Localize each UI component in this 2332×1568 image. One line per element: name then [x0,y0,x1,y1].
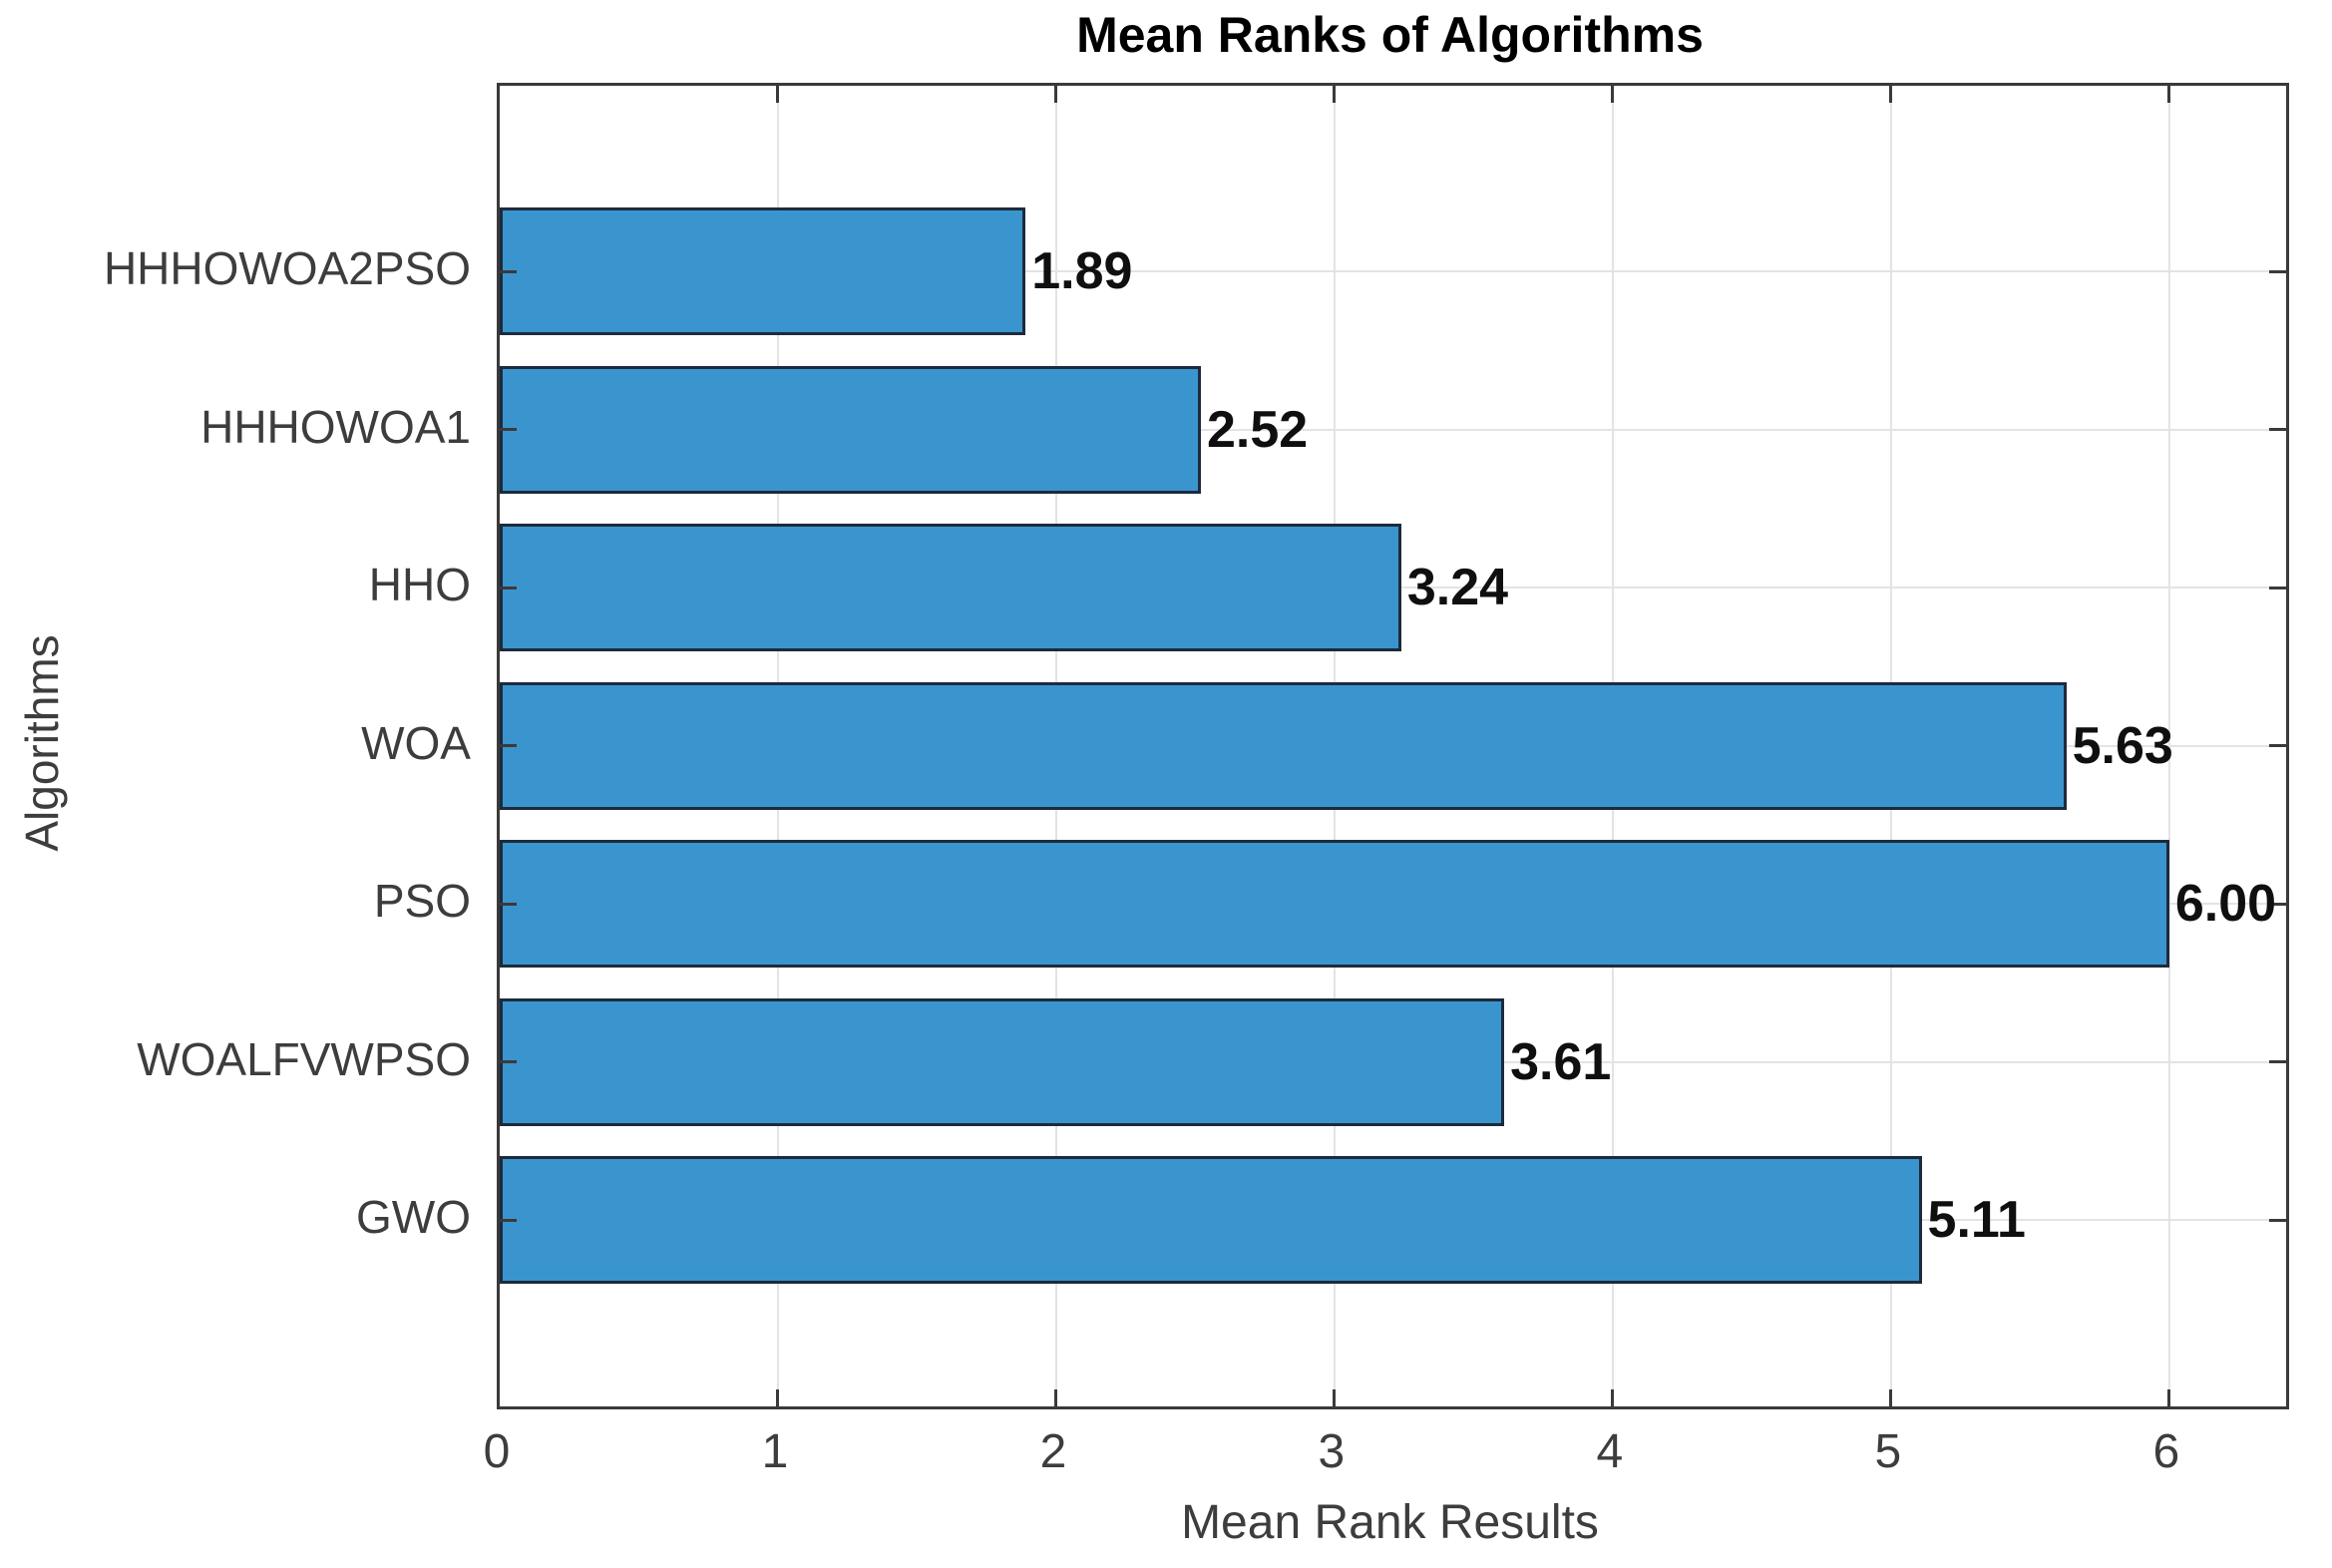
bar-value-label: 2.52 [1207,400,1309,459]
x-axis-tick [1333,1389,1337,1406]
x-axis-tick [1889,86,1893,103]
y-axis-tick [500,1060,517,1064]
x-axis-tick [2167,86,2171,103]
x-axis-tick [1333,86,1337,103]
y-axis-tick [2269,269,2286,273]
bar-HHO [500,524,1401,652]
y-gridline [500,270,2286,272]
x-axis-tick [776,86,780,103]
x-axis-tick [1054,86,1058,103]
category-label-PSO: PSO [373,875,471,928]
plot-area: 1.89 2.52 3.24 5.63 6.00 3.61 5.11 [497,83,2289,1409]
x-tick-label: 2 [1039,1425,1067,1478]
y-axis-tick [500,269,517,273]
category-label-HHHOWOA1: HHHOWOA1 [200,400,471,453]
category-label-WOA: WOA [361,716,471,769]
x-tick-label: 5 [1874,1425,1902,1478]
bar-GWO [500,1156,1922,1285]
x-tick-label: 4 [1596,1425,1624,1478]
x-tick-label: 6 [2152,1425,2180,1478]
y-axis-tick [2269,586,2286,589]
y-axis-tick [500,1218,517,1222]
bar-value-label: 3.24 [1406,559,1509,617]
y-axis-tick [2269,902,2286,906]
category-label-WOALFVWPSO: WOALFVWPSO [137,1032,471,1085]
y-axis-tick [500,744,517,748]
x-axis-tick [1611,1389,1615,1406]
y-axis-tick [2269,428,2286,432]
x-axis-tick [776,1389,780,1406]
bar-WOALFVWPSO [500,997,1505,1126]
category-label-HHHOWOA2PSO: HHHOWOA2PSO [103,242,471,294]
bar-value-label: 3.61 [1510,1032,1612,1091]
y-axis-tick [500,428,517,432]
category-label-GWO: GWO [356,1191,471,1244]
y-axis-tick [2269,1218,2286,1222]
bar-value-label: 1.89 [1031,242,1133,300]
x-tick-label: 0 [483,1425,511,1478]
bar-HHHOWOA2PSO [500,207,1026,335]
bar-PSO [500,840,2169,969]
y-axis-tick [500,586,517,589]
x-axis-tick [2167,1389,2171,1406]
y-gridline [500,428,2286,431]
x-axis-tick [1611,86,1615,103]
bar-HHHOWOA1 [500,365,1201,494]
x-axis-tick [1054,1389,1058,1406]
bar-value-label: 6.00 [2174,875,2277,934]
y-axis-tick [2269,1060,2286,1064]
y-axis-tick [2269,744,2286,748]
x-tick-label: 3 [1318,1425,1346,1478]
x-axis-title: Mean Rank Results [1181,1496,1599,1549]
x-axis-tick [1889,1389,1893,1406]
chart-title: Mean Ranks of Algorithms [1076,7,1704,63]
x-tick-label: 1 [761,1425,789,1478]
bar-value-label: 5.63 [2072,716,2173,775]
bar-WOA [500,681,2067,810]
y-axis-title: Algorithms [16,634,68,852]
y-axis-tick [500,902,517,906]
bar-value-label: 5.11 [1927,1191,2026,1250]
category-label-HHO: HHO [368,559,471,611]
